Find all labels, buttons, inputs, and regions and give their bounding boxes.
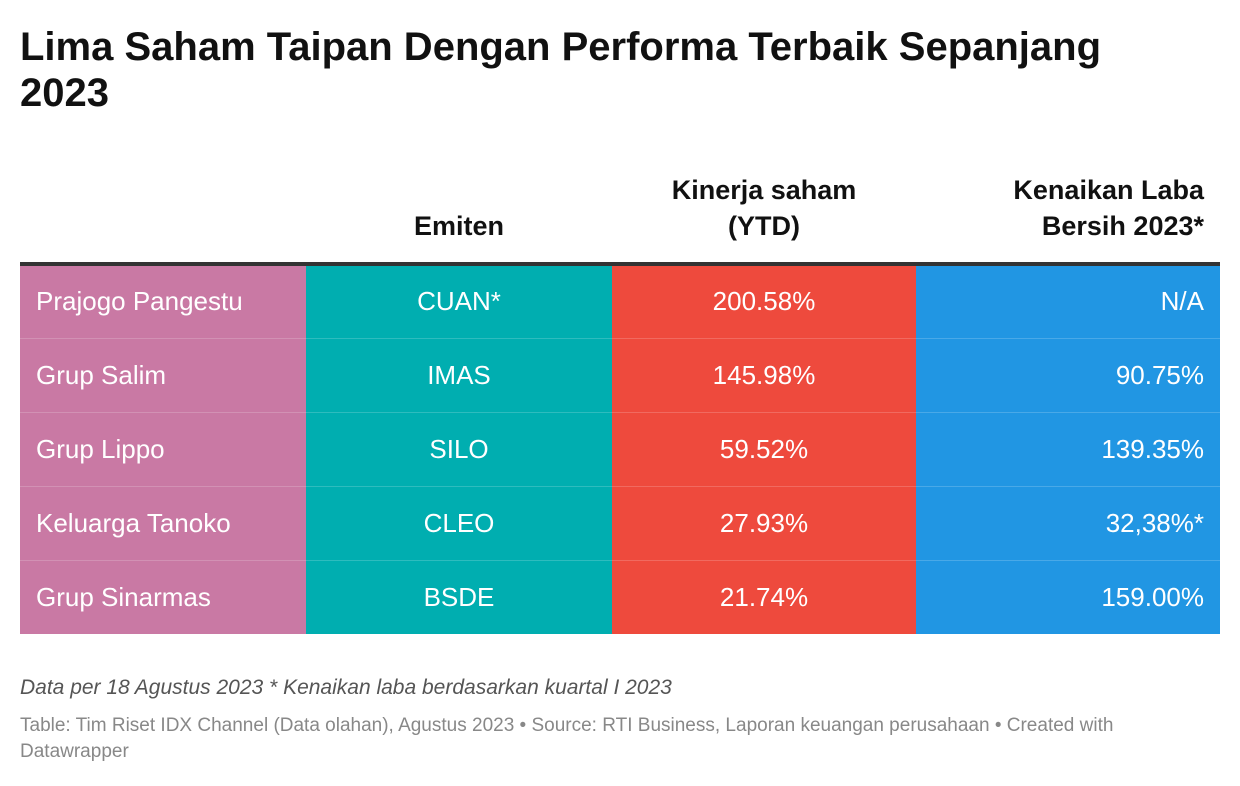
header-laba: Kenaikan Laba Bersih 2023*: [916, 170, 1220, 266]
table-row: Grup Salim IMAS 145.98% 90.75%: [20, 338, 1220, 413]
cell-emiten: CUAN*: [306, 264, 612, 339]
data-table: Emiten Kinerja saham (YTD) Kenaikan Laba…: [20, 170, 1220, 634]
header-taipan: [20, 170, 306, 266]
cell-laba: 139.35%: [916, 412, 1220, 487]
cell-taipan: Keluarga Tanoko: [20, 486, 306, 561]
cell-laba: 159.00%: [916, 560, 1220, 634]
table-row: Grup Lippo SILO 59.52% 139.35%: [20, 412, 1220, 487]
cell-taipan: Grup Lippo: [20, 412, 306, 487]
header-kinerja: Kinerja saham (YTD): [612, 170, 916, 266]
header-row: Emiten Kinerja saham (YTD) Kenaikan Laba…: [20, 170, 1220, 266]
cell-kinerja: 145.98%: [612, 338, 916, 413]
cell-kinerja: 59.52%: [612, 412, 916, 487]
cell-emiten: SILO: [306, 412, 612, 487]
table-header: Emiten Kinerja saham (YTD) Kenaikan Laba…: [20, 170, 1220, 266]
chart-notes: Data per 18 Agustus 2023 * Kenaikan laba…: [20, 676, 672, 699]
cell-laba: 90.75%: [916, 338, 1220, 413]
cell-emiten: IMAS: [306, 338, 612, 413]
cell-emiten: BSDE: [306, 560, 612, 634]
cell-taipan: Grup Sinarmas: [20, 560, 306, 634]
header-kinerja-line2: (YTD): [728, 211, 800, 241]
cell-kinerja: 21.74%: [612, 560, 916, 634]
table-row: Prajogo Pangestu CUAN* 200.58% N/A: [20, 264, 1220, 339]
cell-emiten: CLEO: [306, 486, 612, 561]
header-laba-line1: Kenaikan Laba: [1013, 175, 1204, 205]
header-laba-line2: Bersih 2023*: [1041, 211, 1204, 241]
header-emiten: Emiten: [306, 170, 612, 266]
cell-kinerja: 27.93%: [612, 486, 916, 561]
header-kinerja-line1: Kinerja saham: [671, 175, 857, 205]
cell-kinerja: 200.58%: [612, 264, 916, 339]
cell-laba: N/A: [916, 264, 1220, 339]
chart-footer: Table: Tim Riset IDX Channel (Data olaha…: [20, 715, 1114, 762]
table-body: Prajogo Pangestu CUAN* 200.58% N/A Grup …: [20, 264, 1220, 634]
table-row: Grup Sinarmas BSDE 21.74% 159.00%: [20, 560, 1220, 634]
cell-taipan: Grup Salim: [20, 338, 306, 413]
cell-taipan: Prajogo Pangestu: [20, 264, 306, 339]
chart-title: Lima Saham Taipan Dengan Performa Terbai…: [20, 25, 1102, 115]
cell-laba: 32,38%*: [916, 486, 1220, 561]
table-row: Keluarga Tanoko CLEO 27.93% 32,38%*: [20, 486, 1220, 561]
